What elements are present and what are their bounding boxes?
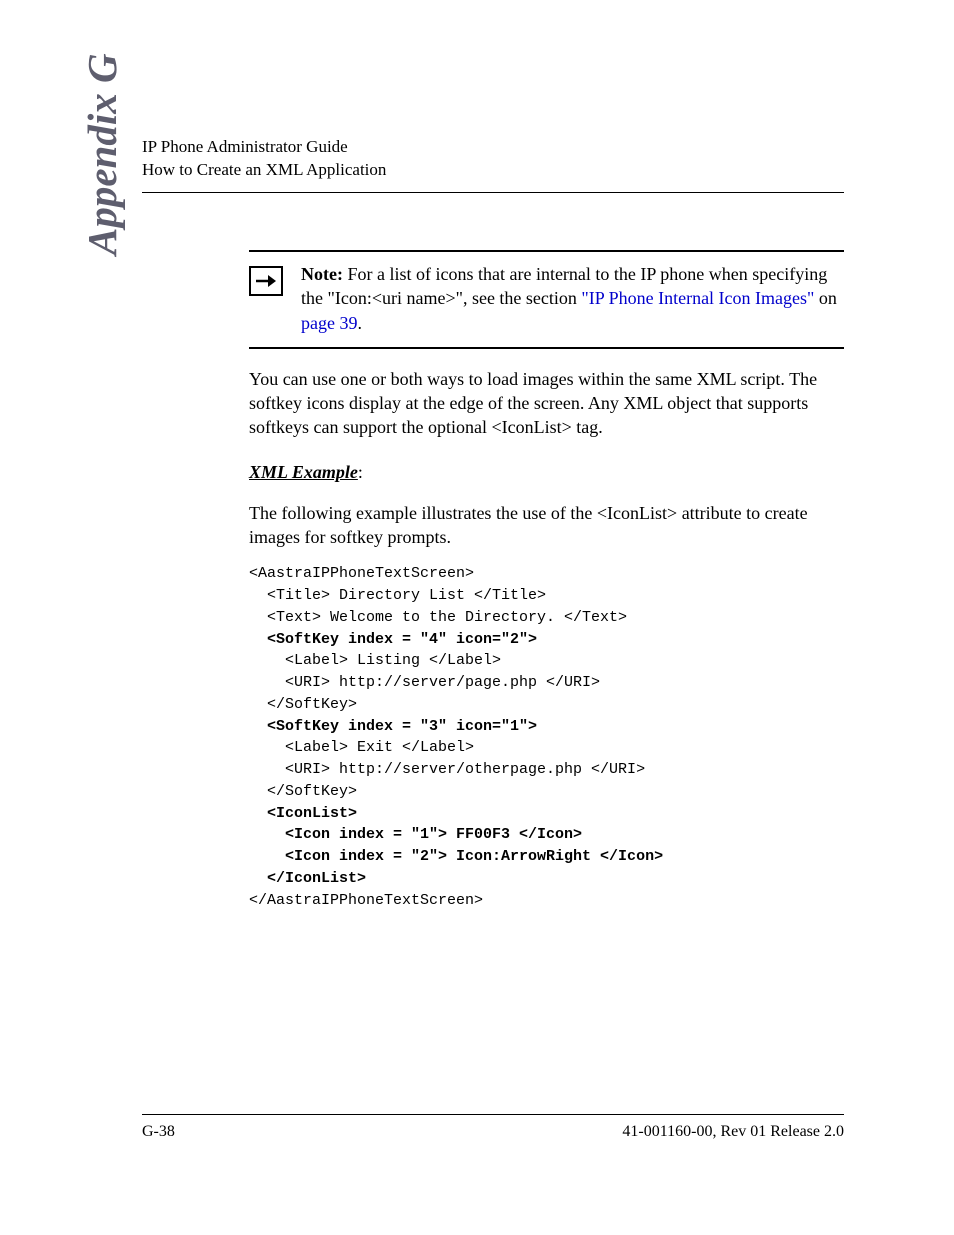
- footer-row: G-38 41-001160-00, Rev 01 Release 2.0: [142, 1123, 844, 1141]
- code-line: <Icon index = "2"> Icon:ArrowRight </Ico…: [249, 848, 663, 865]
- header-rule: [142, 192, 844, 193]
- code-line: </IconList>: [249, 870, 366, 887]
- note-body-3: .: [357, 313, 362, 333]
- arrow-right-icon: [249, 266, 283, 296]
- note-text: Note: For a list of icons that are inter…: [301, 262, 844, 335]
- paragraph-2: The following example illustrates the us…: [249, 501, 844, 550]
- paragraph-1: You can use one or both ways to load ima…: [249, 367, 844, 440]
- note-body-2: on: [814, 288, 837, 308]
- content-area: Note: For a list of icons that are inter…: [249, 250, 844, 911]
- footer-rule: [142, 1114, 844, 1115]
- code-line: <Text> Welcome to the Directory. </Text>: [249, 609, 627, 626]
- code-line: <URI> http://server/otherpage.php </URI>: [249, 761, 645, 778]
- note-link-icon-images[interactable]: "IP Phone Internal Icon Images": [581, 288, 814, 308]
- code-line: </SoftKey>: [249, 783, 357, 800]
- note-link-page-39[interactable]: page 39: [301, 313, 357, 333]
- xml-example-heading: XML Example: [249, 462, 358, 482]
- code-line: <URI> http://server/page.php </URI>: [249, 674, 600, 691]
- xml-example-heading-row: XML Example:: [249, 462, 844, 483]
- code-line: <IconList>: [249, 805, 357, 822]
- code-line: </AastraIPPhoneTextScreen>: [249, 892, 483, 909]
- code-line: <SoftKey index = "3" icon="1">: [249, 718, 537, 735]
- code-block: <AastraIPPhoneTextScreen> <Title> Direct…: [249, 563, 844, 911]
- page-header: IP Phone Administrator Guide How to Crea…: [142, 136, 844, 182]
- code-line: <Title> Directory List </Title>: [249, 587, 546, 604]
- xml-example-colon: :: [358, 462, 363, 482]
- footer-page-number: G-38: [142, 1123, 175, 1141]
- header-line-1: IP Phone Administrator Guide: [142, 136, 844, 159]
- header-line-2: How to Create an XML Application: [142, 159, 844, 182]
- page-footer: G-38 41-001160-00, Rev 01 Release 2.0: [142, 1114, 844, 1141]
- note-label: Note:: [301, 264, 343, 284]
- code-line: <Label> Listing </Label>: [249, 652, 501, 669]
- footer-doc-id: 41-001160-00, Rev 01 Release 2.0: [622, 1123, 844, 1141]
- appendix-tab: Appendix G: [78, 55, 126, 255]
- code-line: <Label> Exit </Label>: [249, 739, 474, 756]
- code-line: </SoftKey>: [249, 696, 357, 713]
- code-line: <AastraIPPhoneTextScreen>: [249, 565, 474, 582]
- note-block: Note: For a list of icons that are inter…: [249, 252, 844, 347]
- code-line: <Icon index = "1"> FF00F3 </Icon>: [249, 826, 582, 843]
- note-bottom-rule: [249, 347, 844, 349]
- code-line: <SoftKey index = "4" icon="2">: [249, 631, 537, 648]
